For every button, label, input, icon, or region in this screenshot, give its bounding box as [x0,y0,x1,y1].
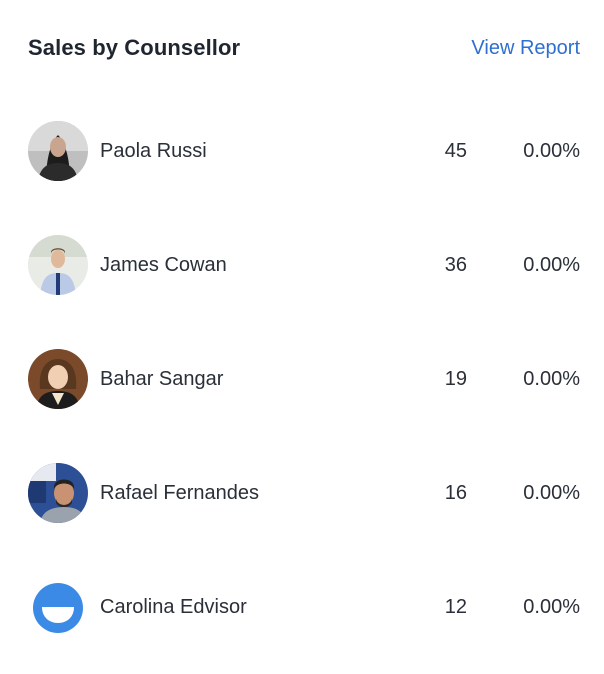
counsellor-list: Paola Russi 45 0.00% James Cowan 36 0.00… [28,100,580,664]
counsellor-name: Bahar Sangar [100,367,224,390]
counsellor-name: James Cowan [100,253,227,276]
avatar [28,463,88,523]
sales-percent: 0.00% [523,481,580,504]
counsellor-row[interactable]: Bahar Sangar 19 0.00% [28,322,580,436]
sales-percent: 0.00% [523,139,580,162]
default-smile-avatar-icon [28,577,88,637]
counsellor-row[interactable]: Carolina Edvisor 12 0.00% [28,550,580,664]
sales-count: 19 [444,367,467,390]
sales-count: 36 [444,253,467,276]
sales-percent: 0.00% [523,253,580,276]
avatar [28,349,88,409]
sales-percent: 0.00% [523,367,580,390]
sales-count: 16 [444,481,467,504]
sales-percent: 0.00% [523,595,580,618]
view-report-link[interactable]: View Report [471,36,580,59]
counsellor-name: Carolina Edvisor [100,595,247,618]
counsellor-row[interactable]: Rafael Fernandes 16 0.00% [28,436,580,550]
avatar [28,121,88,181]
avatar [28,577,88,637]
counsellor-name: Paola Russi [100,139,207,162]
avatar-photo-james [28,235,88,295]
avatar-photo-rafael [28,463,88,523]
card-title: Sales by Counsellor [28,35,241,60]
counsellor-row[interactable]: James Cowan 36 0.00% [28,208,580,322]
avatar [28,235,88,295]
sales-count: 12 [444,595,467,618]
card-header: Sales by Counsellor View Report [28,0,580,98]
counsellor-row[interactable]: Paola Russi 45 0.00% [28,94,580,208]
avatar-photo-bahar [28,349,88,409]
counsellor-name: Rafael Fernandes [100,481,259,504]
avatar-photo-paola [28,121,88,181]
sales-count: 45 [444,139,467,162]
